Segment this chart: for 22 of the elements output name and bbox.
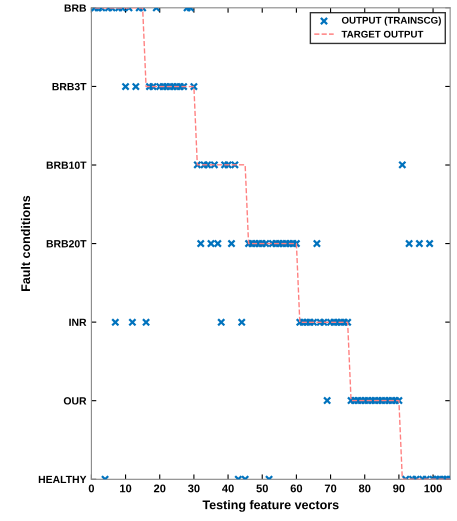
x-tick-label: 100 [424, 484, 442, 492]
x-tick-label: 40 [222, 484, 234, 492]
x-axis-title: Testing feature vectors [202, 500, 339, 512]
y-axis-title: Fault conditions [20, 196, 30, 291]
x-tick-label: 50 [256, 484, 268, 492]
x-tick-label: 70 [324, 484, 336, 492]
legend-label: OUTPUT (TRAINSCG) [342, 16, 441, 26]
category-label: BRB20T [46, 240, 86, 248]
category-label: INR [69, 318, 86, 326]
category-label: HEALTHY [38, 476, 86, 484]
category-label: BRB3T [52, 82, 86, 90]
category-label: OUR [64, 397, 86, 405]
x-tick-label: 20 [154, 484, 166, 492]
x-tick-label: 90 [393, 484, 405, 492]
x-tick-label: 30 [188, 484, 200, 492]
x-tick-label: 60 [290, 484, 302, 492]
x-tick-label: 10 [120, 484, 132, 492]
category-label: BRB10T [46, 162, 86, 169]
x-tick-label: 0 [88, 484, 94, 492]
x-tick-label: 80 [358, 484, 370, 492]
legend-label: TARGET OUTPUT [342, 30, 424, 38]
category-label: BRB [64, 4, 86, 12]
